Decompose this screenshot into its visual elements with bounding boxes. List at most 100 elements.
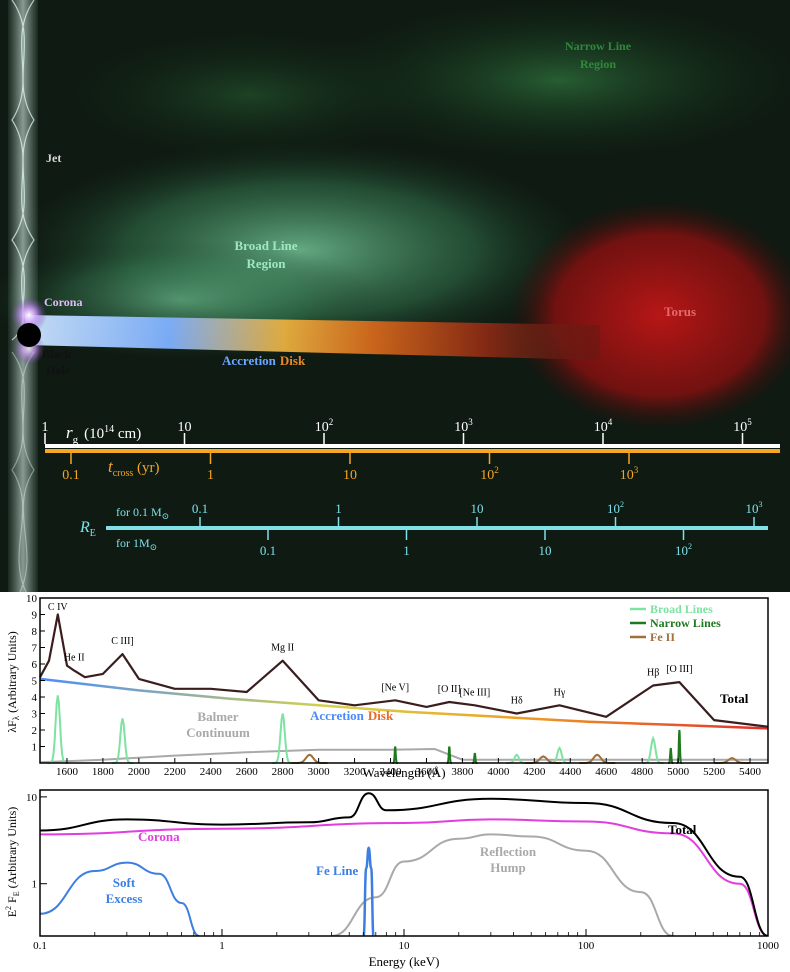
xray-corona-label: Corona <box>138 829 180 844</box>
optical-x-tick-label: 4400 <box>559 766 582 778</box>
torus-label: Torus <box>664 304 696 319</box>
emission-line-label: Mg II <box>271 643 294 654</box>
optical-x-tick-label: 5000 <box>667 766 690 778</box>
fe-line-label: Fe Line <box>316 863 358 878</box>
re-lower-tick-label: 1 <box>403 543 410 558</box>
broad-line-region-label-2: Region <box>247 256 287 271</box>
optical-x-tick-label: 5200 <box>703 766 726 778</box>
rg-scale: rg (1014 cm) 1 10 102 103 104 105 tcross (yr) … <box>42 417 780 483</box>
xray-plot-area <box>40 792 768 936</box>
re-lower-tick-label: 10 <box>539 543 552 558</box>
optical-x-tick-label: 2800 <box>272 766 295 778</box>
fe-line-curve <box>362 846 375 936</box>
optical-x-tick-label: 3200 <box>344 766 367 778</box>
optical-x-tick-label: 1800 <box>92 766 115 778</box>
optical-x-tick-label: 4800 <box>631 766 654 778</box>
optical-x-tick-label: 4000 <box>487 766 510 778</box>
corona-glow <box>11 297 47 333</box>
soft-excess-label-2: Excess <box>106 891 143 906</box>
re-upper-label: for 0.1 M⊙ <box>116 505 169 521</box>
emission-line-label: [Ne V] <box>381 682 409 693</box>
optical-x-tick-label: 2200 <box>164 766 187 778</box>
accretion-disk <box>25 315 600 360</box>
reflection-hump-curve <box>331 833 674 936</box>
emission-line-label: Hγ <box>554 687 566 698</box>
xray-y-axis-title: E2 FE (Arbitrary Units) <box>4 807 21 918</box>
narrow-lines-curve <box>392 729 683 764</box>
optical-x-tick-label: 4200 <box>523 766 546 778</box>
rg-tick-label: 103 <box>454 417 473 435</box>
optical-x-tick-label: 2000 <box>128 766 151 778</box>
optical-x-tick-label: 3600 <box>415 766 438 778</box>
re-scale-label: RE <box>79 519 96 539</box>
emission-line-label: C IV <box>48 602 69 613</box>
xray-y-tick-label: 1 <box>32 879 38 891</box>
optical-y-axis-title: λFλ (Arbitrary Units) <box>5 631 21 733</box>
disk-word: Disk <box>280 353 306 368</box>
tcross-scale-label: tcross (yr) <box>108 457 160 479</box>
xray-total-label: Total <box>668 822 697 837</box>
accretion-disk-curve <box>39 677 769 730</box>
optical-y-tick-label: 8 <box>32 626 38 638</box>
optical-x-tick-label: 2600 <box>236 766 259 778</box>
emission-line-label: [Ne III] <box>459 687 490 698</box>
black-hole-label-1: Black <box>42 347 72 361</box>
xray-x-tick-label: 1000 <box>757 940 780 952</box>
optical-x-tick-label: 4600 <box>595 766 618 778</box>
legend-broad-lines: Broad Lines <box>650 602 713 616</box>
xray-x-tick-label: 0.1 <box>33 940 47 952</box>
rg-tick-label: 10 <box>178 420 192 435</box>
rg-scale-label: rg (1014 cm) <box>66 423 141 446</box>
fe-ii-curve <box>291 753 750 764</box>
tcross-tick-label: 1 <box>207 468 214 483</box>
xray-spectrum-panel: 0.1 1 10 100 1000 1 10 Energy (keV) E2 FE (Arb… <box>0 782 790 972</box>
reflection-hump-label-1: Reflection <box>480 844 537 859</box>
soft-excess-curve <box>40 861 200 936</box>
optical-y-tick-label: 5 <box>32 676 38 688</box>
optical-y-tick-label: 9 <box>32 610 38 622</box>
optical-x-tick-label: 2400 <box>200 766 223 778</box>
optical-x-axis-title: Wavelength (Å) <box>362 765 445 780</box>
optical-x-tick-label: 3800 <box>451 766 474 778</box>
emission-line-label: Hβ <box>647 667 659 678</box>
total-spectrum-curve <box>39 613 769 728</box>
reflection-hump-label-2: Hump <box>490 860 525 875</box>
re-upper-tick-label: 103 <box>746 500 763 516</box>
xray-x-axis-title: Energy (keV) <box>369 954 440 969</box>
optical-y-tick-label: 10 <box>26 593 38 605</box>
balmer-label-1: Balmer <box>197 709 238 724</box>
emission-line-label: [O III] <box>666 664 692 675</box>
re-scale: RE for 0.1 M⊙ for 1M⊙ 0.1 1 10 102 103 0.1 1 10… <box>79 500 768 558</box>
re-ticks: 0.1 1 10 102 103 0.1 1 10 102 <box>192 500 763 558</box>
jet-label: Jet <box>46 151 61 165</box>
rg-tick-label: 104 <box>594 417 613 435</box>
soft-excess-label-1: Soft <box>113 875 136 890</box>
black-hole-label-2: Hole <box>46 363 71 377</box>
torus-cloud <box>510 200 790 430</box>
xray-x-tick-label: 10 <box>399 940 411 952</box>
corona-label: Corona <box>44 295 82 309</box>
optical-x-tick-label: 1600 <box>56 766 79 778</box>
broad-line-region-label-1: Broad Line <box>235 238 298 253</box>
corona-curve <box>40 818 768 936</box>
re-upper-tick-label: 102 <box>607 500 624 516</box>
xray-total-curve <box>40 792 768 936</box>
emission-line-label: Hδ <box>511 696 523 707</box>
xray-curves <box>40 792 768 936</box>
rg-tick-label: 105 <box>733 417 752 435</box>
tcross-ticks: 0.1 1 10 102 103 <box>62 453 639 483</box>
accretion-disk-label: Accretion Disk <box>222 353 306 368</box>
optical-accretion-disk-label: Accretion Disk <box>310 708 394 723</box>
re-upper-tick-label: 1 <box>335 501 342 516</box>
jet <box>8 0 38 593</box>
xray-y-tick-label: 10 <box>26 792 38 804</box>
optical-total-label: Total <box>720 691 749 706</box>
optical-axes: 1600 1800 2000 2200 2400 2600 2800 3000 3200 3400… <box>26 593 762 778</box>
tcross-tick-label: 0.1 <box>62 468 80 483</box>
rg-tick-label: 102 <box>315 417 334 435</box>
narrow-line-region-label-1: Narrow Line <box>565 39 632 53</box>
tcross-tick-label: 103 <box>620 465 639 483</box>
accretion-word: Accretion <box>222 353 277 368</box>
rg-tick-label: 1 <box>42 420 49 435</box>
